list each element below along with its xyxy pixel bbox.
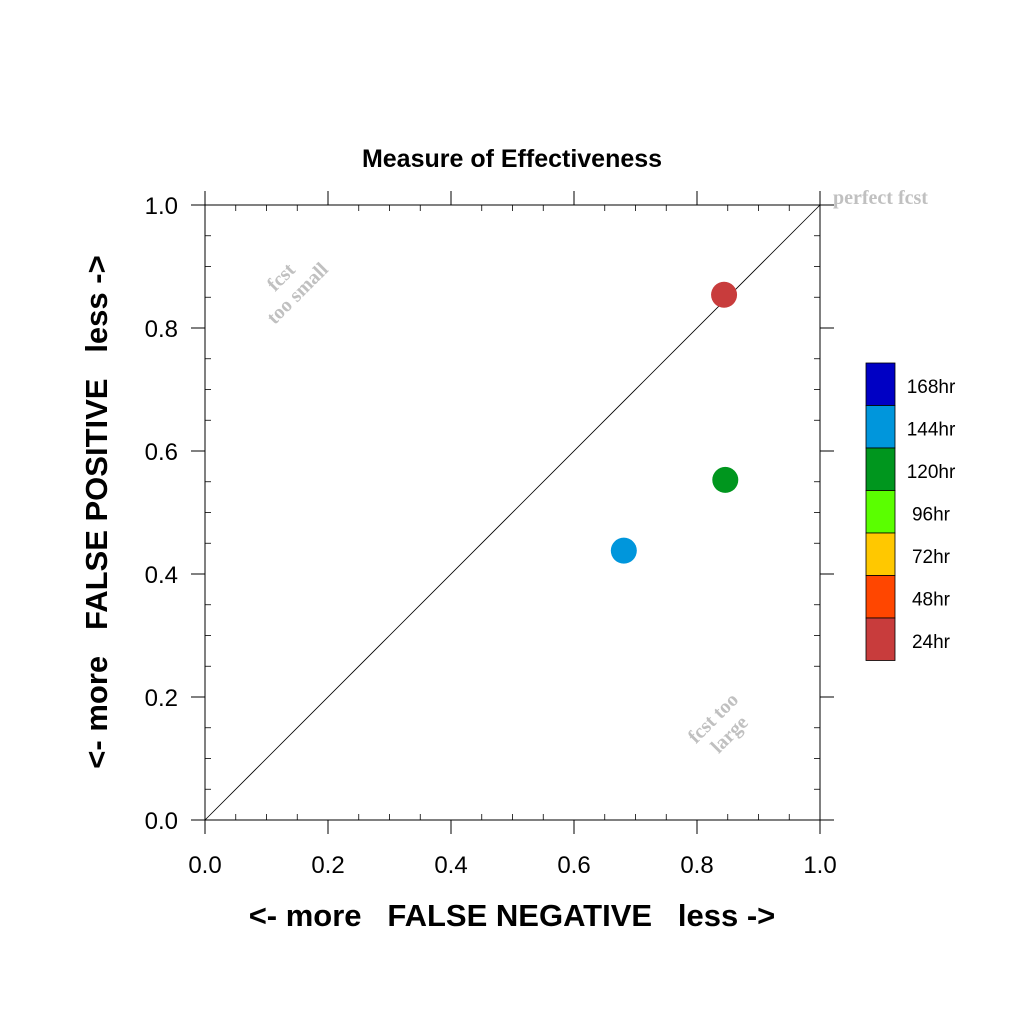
y-tick-label: 0.0 — [145, 808, 178, 835]
x-axis-label: <- more FALSE NEGATIVE less -> — [249, 898, 776, 933]
legend-swatch-144hr — [865, 405, 896, 449]
legend-label-24hr: 24hr — [912, 632, 951, 653]
x-tick-label: 0.2 — [311, 852, 344, 879]
legend-swatch-120hr — [865, 447, 896, 491]
x-tick-label: 1.0 — [803, 852, 836, 879]
legend-label-48hr: 48hr — [912, 590, 951, 611]
x-tick-label: 0.4 — [434, 852, 467, 879]
data-point-120hr — [712, 466, 739, 493]
x-tick-label: 0.8 — [680, 852, 713, 879]
legend-swatch-48hr — [865, 575, 896, 619]
axis-ticks — [191, 191, 834, 834]
legend-swatch-24hr — [865, 617, 896, 661]
legend-swatch-168hr — [865, 362, 896, 406]
data-point-24hr — [711, 281, 738, 308]
legend: 168hr 144hr 120hr 96hr 72hr 48hr 24hr — [865, 362, 956, 661]
fcst-too-large-annotation: fcst too large — [684, 689, 753, 758]
y-tick-label: 0.6 — [145, 439, 178, 466]
chart-title: Measure of Effectiveness — [362, 145, 662, 173]
data-points — [610, 281, 739, 564]
y-tick-label: 0.2 — [145, 685, 178, 712]
legend-label-72hr: 72hr — [912, 547, 951, 568]
y-tick-label: 1.0 — [145, 193, 178, 220]
perfect-forecast-diagonal — [204, 204, 821, 821]
legend-label-96hr: 96hr — [912, 505, 951, 526]
legend-swatch-96hr — [865, 490, 896, 534]
fcst-too-small-annotation: fcst too small — [263, 258, 333, 328]
y-axis-label: <- more FALSE POSITIVE less -> — [79, 255, 114, 768]
perfect-fcst-label: perfect fcst — [833, 187, 928, 209]
x-tick-label: 0.6 — [557, 852, 590, 879]
legend-label-168hr: 168hr — [907, 377, 956, 398]
y-tick-label: 0.8 — [145, 316, 178, 343]
legend-swatch-72hr — [865, 532, 896, 576]
data-point-144hr — [610, 537, 637, 564]
y-tick-label: 0.4 — [145, 562, 178, 589]
axis-tick-labels: 0.0 0.2 0.4 0.6 0.8 1.0 0.0 0.2 0.4 0.6 0.8 1.0 — [145, 193, 837, 879]
x-tick-label: 0.0 — [188, 852, 221, 879]
legend-label-120hr: 120hr — [907, 462, 956, 483]
legend-label-144hr: 144hr — [907, 420, 956, 441]
